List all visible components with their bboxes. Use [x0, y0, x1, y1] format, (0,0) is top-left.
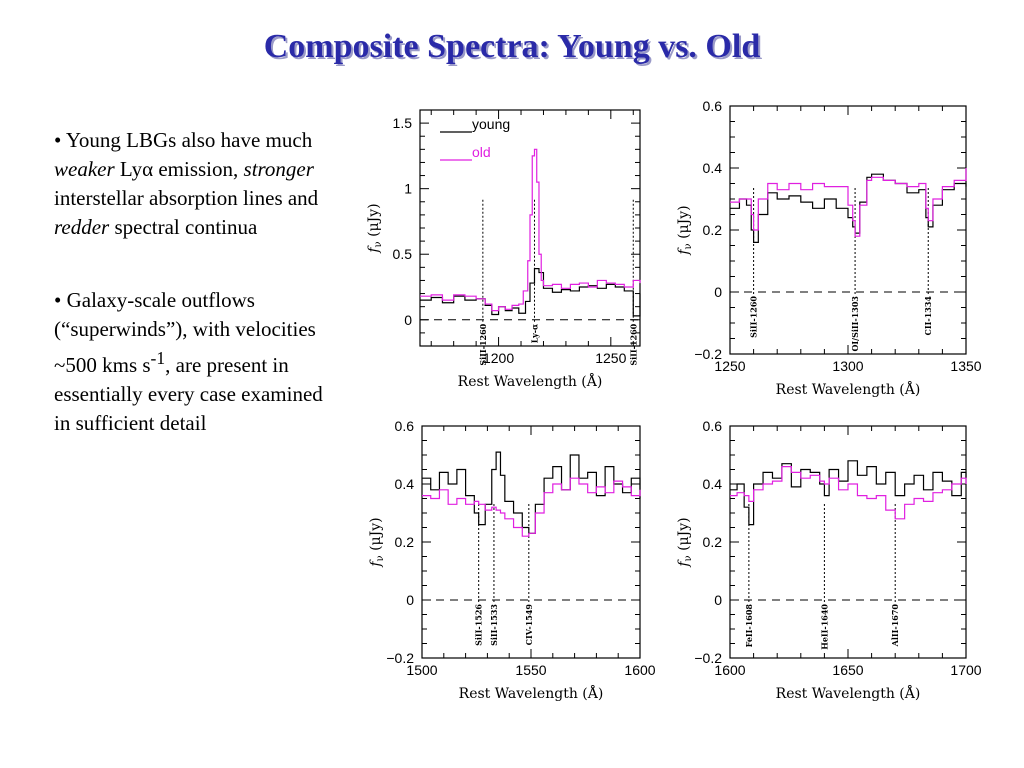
y-axis-label: fν (μJy) — [676, 205, 694, 255]
bullet-text: Young LBGs also have much — [65, 128, 313, 152]
line-marker-label: SiII-1533 — [489, 604, 499, 646]
line-marker-label: Ly-α — [529, 324, 539, 343]
y-axis-units: (μJy) — [368, 517, 384, 555]
x-tick-label: 1250 — [714, 358, 745, 374]
y-tick-label: 1 — [404, 181, 412, 197]
y-tick-label: 0.6 — [395, 418, 415, 434]
bullet-text: Ly — [114, 157, 143, 181]
spectrum-plot-1600-1700: 1600 1650 1700 −0.2 0 0.2 0.4 0.6 Rest Wavelengt… — [676, 418, 982, 702]
y-tick-label: 0.2 — [703, 534, 723, 550]
line-marker-label: OI/SiII-1303 — [850, 296, 860, 352]
bullet-outflows: • Galaxy-scale outflows (“superwinds”), … — [54, 286, 344, 438]
line-marker-label: SiII-1526 — [474, 604, 484, 646]
series-line-old — [730, 168, 967, 237]
y-axis-units: (μJy) — [366, 203, 382, 241]
y-axis-subscript: ν — [683, 555, 694, 561]
y-axis-subscript: ν — [683, 243, 694, 249]
emphasis-stronger: stronger — [243, 157, 314, 181]
y-tick-label: 0 — [406, 592, 414, 608]
y-tick-label: 1.5 — [393, 115, 413, 131]
y-axis-symbol: f — [368, 559, 384, 568]
x-tick-label: 1550 — [515, 662, 546, 678]
y-axis-units: (μJy) — [676, 205, 692, 243]
bullet-text: interstellar absorption lines and — [54, 186, 319, 210]
series-line-old — [420, 148, 641, 312]
bullet-text: spectral continua — [109, 215, 258, 239]
spectrum-plot-1500-1600: 1500 1550 1600 −0.2 0 0.2 0.4 0.6 Rest Wavelengt… — [368, 418, 656, 702]
y-axis-label: fν (μJy) — [676, 517, 694, 567]
line-marker-label: CII-1334 — [923, 296, 933, 336]
x-tick-label: 1600 — [624, 662, 655, 678]
y-tick-label: 0.6 — [703, 418, 723, 434]
y-axis-symbol: f — [366, 245, 382, 254]
y-tick-label: 0.2 — [395, 534, 415, 550]
line-marker-label: FeII-1608 — [744, 604, 754, 648]
y-axis-subscript: ν — [375, 555, 386, 561]
y-axis-label: fν (μJy) — [366, 203, 384, 253]
bullet-text: emission, — [153, 157, 244, 181]
line-marker-label: SiII-1260 — [628, 323, 638, 365]
series-line-young — [730, 173, 967, 243]
y-axis-subscript: ν — [373, 241, 384, 247]
y-axis-units: (μJy) — [676, 517, 692, 555]
series-line-young — [420, 268, 641, 317]
y-tick-label: 0.5 — [393, 246, 413, 262]
bullet-list: • Young LBGs also have much weaker Lyα e… — [54, 126, 344, 438]
legend-label-young: young — [472, 116, 510, 132]
slide-title: Composite Spectra: Young vs. Old — [263, 28, 761, 65]
series-line-young — [730, 460, 967, 526]
y-tick-label: 0.4 — [703, 160, 723, 176]
x-tick-label: 1300 — [832, 358, 863, 374]
y-tick-label: 0 — [714, 592, 722, 608]
x-axis-label: Rest Wavelength (Å) — [776, 684, 921, 702]
series-line-old — [730, 465, 967, 520]
line-marker-label: SiII-1260 — [749, 296, 759, 338]
line-marker-label: HeII-1640 — [819, 604, 829, 650]
bullet-mark: • — [54, 288, 62, 312]
y-tick-label: 0 — [404, 312, 412, 328]
x-tick-label: 1600 — [714, 662, 745, 678]
y-tick-label: −0.2 — [694, 650, 722, 666]
y-tick-label: −0.2 — [694, 346, 722, 362]
bullet-young-lbgs: • Young LBGs also have much weaker Lyα e… — [54, 126, 344, 242]
y-axis-symbol: f — [676, 247, 692, 256]
line-marker-label: CIV-1549 — [524, 604, 534, 646]
y-tick-label: 0.6 — [703, 98, 723, 114]
y-tick-label: 0.2 — [703, 222, 723, 238]
bullet-text: Galaxy-scale outflows (“superwinds”), wi… — [54, 288, 316, 377]
spectrum-plot-lya: 1200 1250 0 0.5 1 1.5 Rest Wavelength (Å) fν (μ… — [366, 109, 641, 390]
superscript: -1 — [150, 348, 166, 368]
x-tick-label: 1700 — [950, 662, 981, 678]
x-axis-label: Rest Wavelength (Å) — [458, 372, 603, 390]
series-line-old — [422, 477, 641, 537]
line-marker-label: SiII-1260 — [478, 323, 488, 365]
x-tick-label: 1500 — [406, 662, 437, 678]
x-axis-label: Rest Wavelength (Å) — [459, 684, 604, 702]
emphasis-redder: redder — [54, 215, 110, 239]
x-tick-label: 1200 — [483, 350, 514, 366]
y-tick-label: 0 — [714, 284, 722, 300]
alpha-symbol: α — [142, 157, 154, 181]
legend-label-old: old — [472, 144, 491, 160]
y-tick-label: 0.4 — [703, 476, 723, 492]
y-tick-label: 0.4 — [395, 476, 415, 492]
x-tick-label: 1250 — [595, 350, 626, 366]
bullet-mark: • — [54, 128, 62, 152]
line-marker-label: AlII-1670 — [890, 604, 900, 648]
x-tick-label: 1650 — [832, 662, 863, 678]
x-axis-label: Rest Wavelength (Å) — [776, 380, 921, 398]
x-tick-label: 1350 — [950, 358, 981, 374]
emphasis-weaker: weaker — [54, 157, 115, 181]
y-tick-label: −0.2 — [386, 650, 414, 666]
y-axis-label: fν (μJy) — [368, 517, 386, 567]
bullet-text: , are present in essentially every case … — [54, 353, 323, 435]
spectrum-plot-1250-1350: 1250 1300 1350 −0.2 0 0.2 0.4 0.6 Rest Wavelengt… — [676, 98, 982, 398]
y-axis-symbol: f — [676, 559, 692, 568]
